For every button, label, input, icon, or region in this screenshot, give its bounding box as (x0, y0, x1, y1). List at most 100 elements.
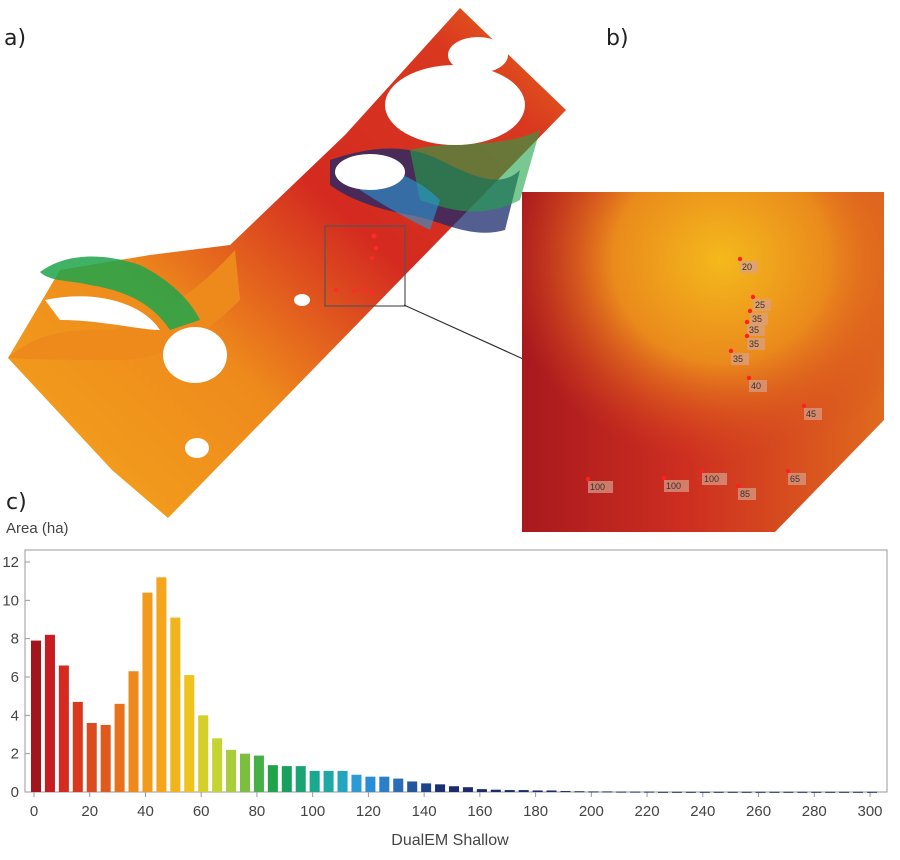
histogram-bar (727, 791, 738, 793)
x-axis-label: DualEM Shallow (391, 832, 509, 849)
lower-left-notch (45, 296, 160, 330)
histogram-bar (866, 791, 878, 793)
x-tick-label: 0 (30, 803, 38, 820)
histogram-bar (825, 791, 836, 793)
sample-label: 35 (749, 339, 759, 349)
sample-label-bg (588, 481, 613, 493)
hole-2 (385, 65, 525, 145)
histogram-bar (476, 789, 487, 792)
histogram-bar (518, 790, 529, 792)
histogram-bar (128, 671, 139, 792)
histogram-bar (295, 766, 306, 792)
sample-label: 25 (755, 300, 765, 310)
inset-glow (522, 192, 884, 532)
histogram-bar (671, 791, 682, 793)
x-tick-label: 260 (746, 803, 771, 820)
sample-point (750, 294, 756, 300)
x-tick-label: 120 (356, 803, 381, 820)
bars (30, 577, 878, 793)
sample-point (661, 475, 667, 481)
sample-label: 100 (590, 482, 605, 492)
histogram-bar (100, 724, 111, 792)
sample-label-bg (738, 488, 756, 500)
histogram-bar (323, 770, 334, 792)
histogram-bar (309, 770, 320, 792)
hole-1 (448, 37, 508, 73)
histogram-bar (281, 766, 292, 792)
histogram-bar (741, 791, 752, 793)
sample-label: 65 (790, 474, 800, 484)
sample-label: 35 (752, 314, 762, 324)
plot-frame (24, 549, 888, 793)
histogram-bar (769, 791, 780, 793)
x-tick-label: 60 (193, 803, 210, 820)
sample-point (699, 468, 705, 474)
histogram-bar (448, 786, 460, 792)
panel-a-label: a) (4, 26, 27, 51)
histogram-bar (811, 791, 822, 793)
hole-3 (335, 154, 405, 190)
histogram-bar (462, 787, 473, 792)
histogram-bar (560, 791, 571, 793)
histogram-bar (616, 791, 627, 793)
sample-point (747, 308, 753, 314)
y-tick-label: 0 (11, 784, 19, 801)
sample-label-bg (753, 299, 771, 311)
field-map (8, 8, 566, 518)
histogram-bar (504, 790, 515, 792)
histogram-bar (407, 781, 418, 792)
sample-label-bg (750, 313, 768, 325)
histogram-bar (351, 774, 362, 792)
sample-point (735, 483, 741, 489)
histogram-bar (699, 791, 710, 793)
sample-point (728, 348, 734, 354)
histogram-bar (379, 776, 390, 792)
y-tick-label: 10 (2, 592, 19, 609)
sample-label-bg (747, 338, 765, 350)
histogram-bar (839, 791, 850, 793)
x-tick-label: 300 (857, 803, 882, 820)
histogram-bar (588, 791, 599, 793)
x-tick-label: 100 (300, 803, 325, 820)
sample-label: 85 (740, 489, 750, 499)
histogram-bar (198, 715, 209, 792)
green-zone (410, 130, 540, 212)
histogram-bar (853, 791, 864, 793)
sample-label: 35 (749, 325, 759, 335)
histogram-bar (44, 634, 55, 792)
histogram-bar (602, 791, 613, 793)
panel-b-label: b) (606, 26, 629, 51)
histogram-bar (114, 703, 125, 792)
y-axis-label: Area (ha) (6, 520, 69, 537)
y-tick-label: 8 (11, 631, 19, 648)
y-tick-label: 2 (11, 746, 19, 763)
histogram-bar (783, 791, 794, 793)
sample-points-overview (334, 233, 378, 294)
sample-label-bg (702, 473, 727, 485)
histogram-bar (212, 738, 223, 792)
histogram-bar (86, 723, 97, 792)
histogram-bar (58, 665, 69, 792)
sample-label: 100 (666, 481, 681, 491)
sample-label: 20 (742, 262, 752, 272)
x-tick-label: 180 (523, 803, 548, 820)
y-tick-label: 12 (2, 554, 19, 571)
sample-label: 40 (751, 381, 761, 391)
histogram-bar (30, 640, 42, 792)
sample-label-bg (740, 261, 758, 273)
histogram-bar (546, 790, 557, 792)
histogram-bar (72, 701, 83, 792)
hole-4 (163, 327, 227, 383)
histogram-bar (267, 765, 278, 792)
y-tick-label: 6 (11, 669, 19, 686)
histogram-bar (755, 791, 766, 793)
sample-point (744, 333, 750, 339)
sample-point (785, 468, 791, 474)
histogram-bar (337, 770, 348, 792)
histogram-bar (685, 791, 696, 793)
histogram-bar (156, 577, 167, 792)
histogram-bar (644, 791, 655, 793)
sample-label-bg (664, 480, 689, 492)
